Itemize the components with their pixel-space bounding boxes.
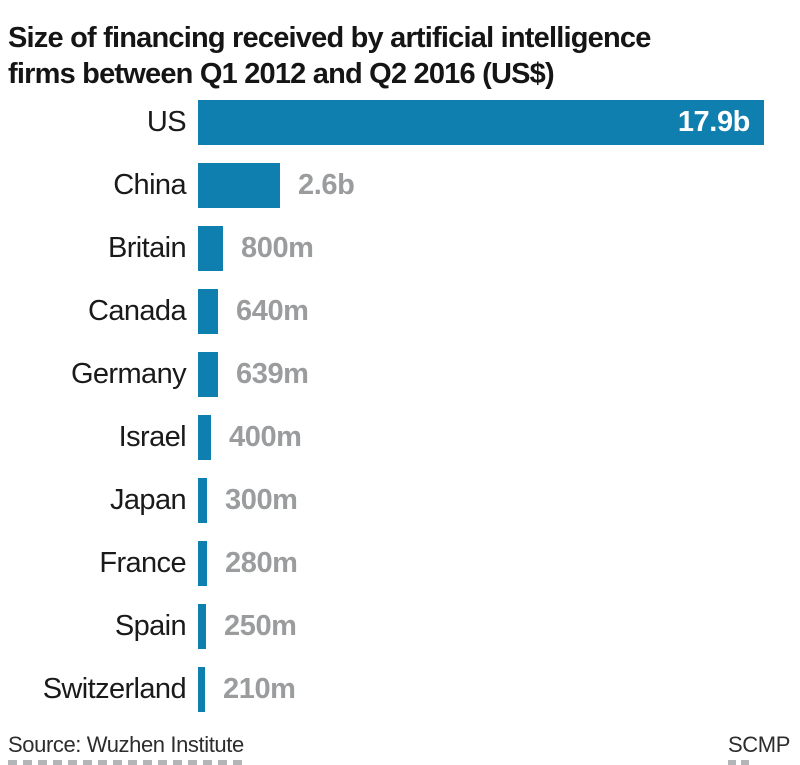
category-label: France — [99, 547, 186, 579]
bar — [198, 163, 280, 208]
bar — [198, 541, 207, 586]
bar — [198, 352, 218, 397]
bar-row: Japan 300m — [0, 478, 800, 523]
category-label: Canada — [88, 295, 187, 327]
bar — [198, 478, 207, 523]
value-label: 210m — [223, 673, 296, 705]
value-label: 400m — [229, 421, 302, 453]
bar-row: Canada 640m — [0, 289, 800, 334]
value-label: 639m — [236, 358, 309, 390]
value-label: 640m — [236, 295, 309, 327]
bar-row: Switzerland 210m — [0, 667, 800, 712]
category-label: Spain — [114, 610, 187, 642]
credit-text: SCMP — [728, 732, 790, 757]
bar-row: Israel 400m — [0, 415, 800, 460]
clipped-text-remnant-right — [728, 760, 754, 765]
bar-row: Britain 800m — [0, 226, 800, 271]
value-label: 17.9b — [677, 106, 751, 138]
bar-row: Germany 639m — [0, 352, 800, 397]
bar — [198, 226, 223, 271]
value-label: 2.6b — [298, 169, 355, 201]
bar-row: France 280m — [0, 541, 800, 586]
bar — [198, 604, 206, 649]
source-text: Source: Wuzhen Institute — [8, 732, 244, 757]
category-label: Britain — [108, 232, 187, 264]
category-label: Germany — [70, 358, 187, 390]
category-label: US — [146, 106, 187, 138]
bar — [198, 415, 211, 460]
value-label: 300m — [225, 484, 298, 516]
bar-row: Spain 250m — [0, 604, 800, 649]
clipped-text-remnant-left — [8, 760, 248, 765]
chart-title-line-1: Size of financing received by artificial… — [8, 22, 651, 55]
category-label: Switzerland — [42, 673, 187, 705]
value-label: 800m — [241, 232, 314, 264]
chart-title: Size of financing received by artificial… — [8, 21, 796, 92]
category-label: China — [113, 169, 186, 201]
value-label: 280m — [225, 547, 298, 579]
bar — [198, 100, 764, 145]
bar — [198, 667, 205, 712]
category-label: Israel — [118, 421, 187, 453]
bar-row: US 17.9b — [0, 100, 800, 145]
value-label: 250m — [224, 610, 297, 642]
bar-row: China 2.6b — [0, 163, 800, 208]
bar — [198, 289, 218, 334]
category-label: Japan — [109, 484, 187, 516]
chart-title-line-2: firms between Q1 2012 and Q2 2016 (US$) — [8, 57, 555, 90]
